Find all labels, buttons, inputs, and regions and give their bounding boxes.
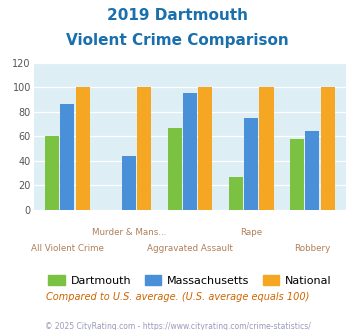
Bar — [45, 136, 59, 210]
Bar — [168, 128, 182, 210]
Text: Murder & Mans...: Murder & Mans... — [92, 228, 166, 237]
Text: Violent Crime Comparison: Violent Crime Comparison — [66, 33, 289, 48]
Bar — [183, 93, 197, 210]
Text: Compared to U.S. average. (U.S. average equals 100): Compared to U.S. average. (U.S. average … — [46, 292, 309, 302]
Bar — [198, 87, 212, 210]
Text: Robbery: Robbery — [294, 244, 331, 253]
Text: Rape: Rape — [240, 228, 262, 237]
Bar — [60, 104, 75, 210]
Text: © 2025 CityRating.com - https://www.cityrating.com/crime-statistics/: © 2025 CityRating.com - https://www.city… — [45, 322, 310, 330]
Bar — [137, 87, 151, 210]
Bar — [76, 87, 90, 210]
Text: Aggravated Assault: Aggravated Assault — [147, 244, 233, 253]
Bar — [229, 177, 243, 210]
Bar — [305, 131, 320, 210]
Text: 2019 Dartmouth: 2019 Dartmouth — [107, 8, 248, 23]
Bar — [321, 87, 335, 210]
Legend: Dartmouth, Massachusetts, National: Dartmouth, Massachusetts, National — [44, 271, 336, 291]
Bar — [122, 156, 136, 210]
Bar — [290, 139, 304, 210]
Bar — [244, 118, 258, 210]
Bar — [260, 87, 274, 210]
Text: All Violent Crime: All Violent Crime — [31, 244, 104, 253]
